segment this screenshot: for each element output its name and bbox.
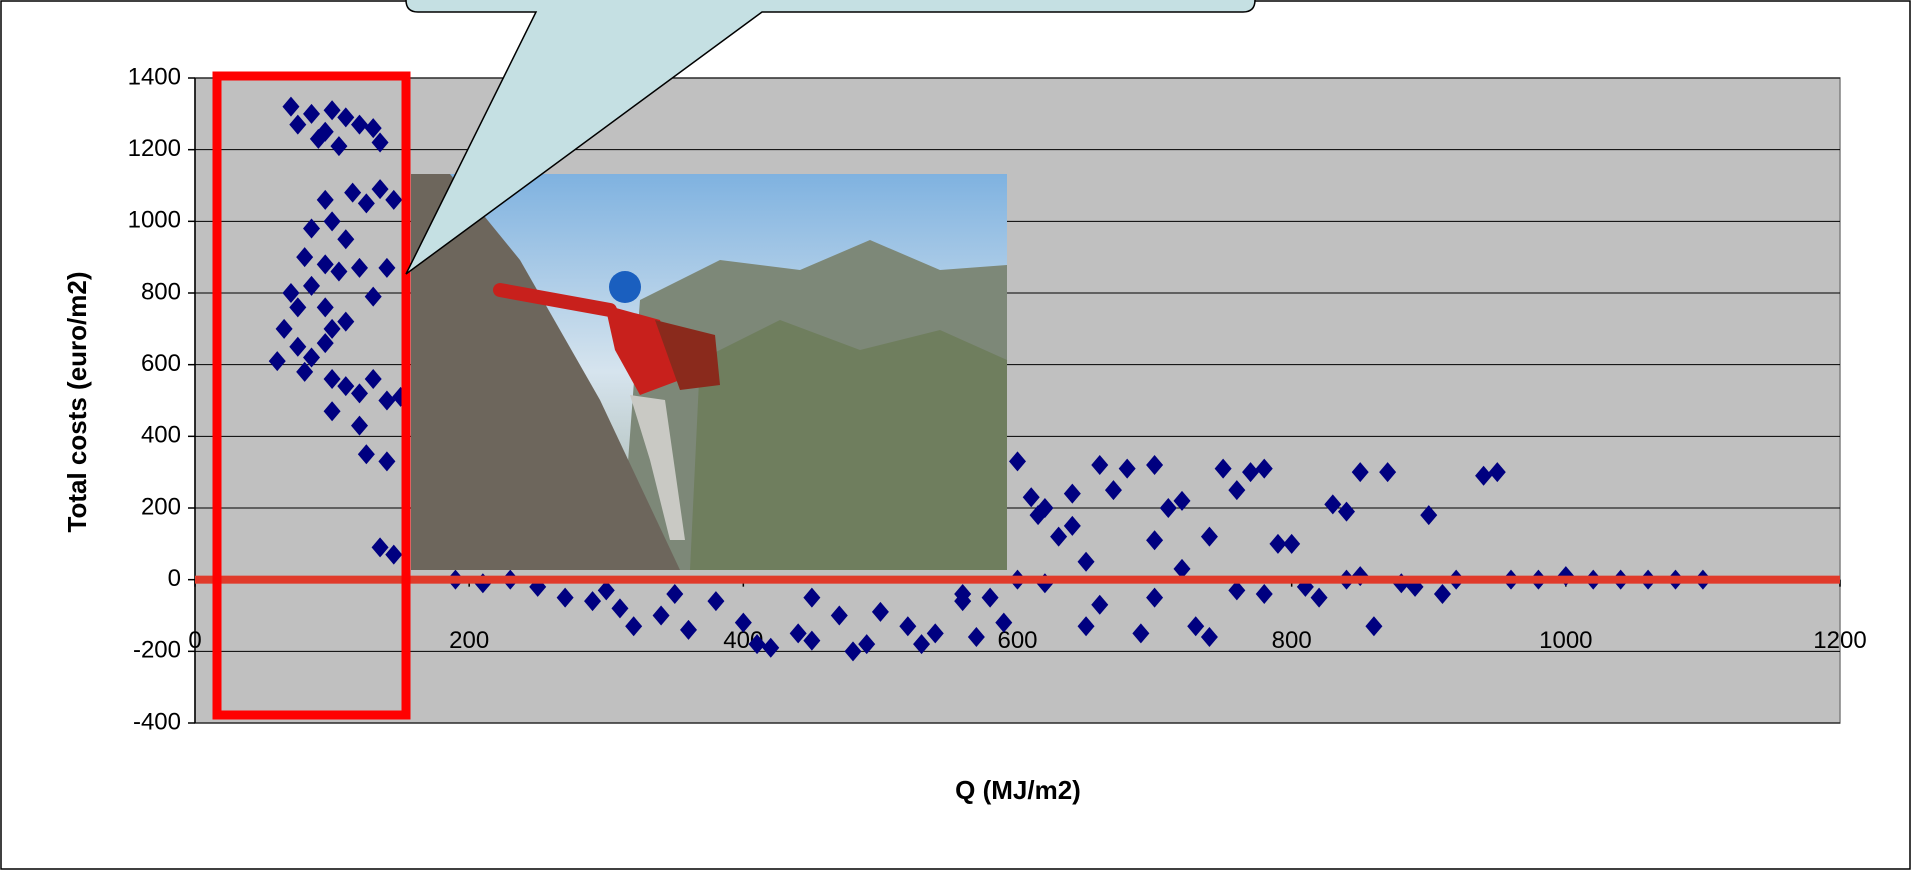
- data-point: [789, 623, 807, 644]
- data-point: [1338, 501, 1355, 522]
- data-point: [899, 616, 917, 637]
- data-point: [1146, 587, 1164, 608]
- data-point: [1310, 587, 1328, 608]
- y-tick-label: 800: [141, 278, 181, 305]
- y-tick-label: 1400: [128, 63, 181, 90]
- data-point: [1173, 558, 1191, 579]
- data-point: [803, 587, 821, 608]
- y-axis-title: Total costs (euro/m2): [62, 271, 92, 532]
- data-point: [1200, 627, 1218, 647]
- y-tick-label: 200: [141, 493, 181, 520]
- data-point: [1255, 458, 1273, 479]
- data-point: [666, 584, 684, 604]
- data-point: [1488, 462, 1506, 483]
- data-point: [1214, 458, 1232, 479]
- data-point: [913, 634, 931, 655]
- data-point: [954, 584, 972, 604]
- data-point: [1173, 490, 1191, 511]
- data-point: [1063, 483, 1081, 504]
- data-point: [597, 580, 615, 601]
- data-point: [1036, 498, 1054, 518]
- y-tick-label: -400: [133, 708, 181, 735]
- data-point: [748, 634, 766, 655]
- data-point: [1029, 505, 1047, 526]
- data-point: [1255, 584, 1273, 604]
- data-point: [1159, 498, 1177, 518]
- data-point: [1365, 616, 1383, 637]
- data-point: [625, 616, 643, 637]
- data-point: [734, 612, 752, 633]
- data-point: [1420, 505, 1438, 526]
- data-point: [1351, 462, 1369, 483]
- data-point: [1187, 616, 1205, 637]
- data-point: [680, 619, 697, 640]
- data-point: [1146, 530, 1164, 551]
- data-point: [1104, 480, 1122, 501]
- data-point: [1200, 526, 1218, 547]
- data-point: [1324, 494, 1342, 515]
- data-point: [1132, 623, 1150, 644]
- data-point: [1475, 465, 1493, 486]
- data-point: [967, 627, 985, 647]
- data-point: [1283, 533, 1301, 554]
- zero-line: [195, 575, 1840, 584]
- data-point: [1228, 480, 1246, 501]
- data-point: [1063, 515, 1081, 536]
- data-point: [707, 591, 725, 612]
- data-point: [1269, 533, 1287, 554]
- data-point: [1050, 526, 1068, 547]
- data-point: [926, 623, 944, 644]
- data-point: [1077, 551, 1095, 572]
- y-tick-label: 1000: [128, 207, 181, 234]
- x-tick-label: 0: [188, 627, 201, 654]
- y-tick-label: 1200: [128, 135, 181, 162]
- data-point: [1077, 616, 1095, 637]
- data-point: [981, 587, 999, 608]
- data-point: [584, 591, 602, 612]
- data-point: [1091, 594, 1109, 615]
- data-point: [1118, 458, 1136, 479]
- data-point: [1379, 462, 1397, 483]
- y-tick-label: 0: [168, 565, 181, 592]
- y-tick-label: 400: [141, 422, 181, 449]
- data-point: [1242, 462, 1260, 483]
- data-point: [830, 605, 848, 626]
- data-point: [1433, 584, 1451, 604]
- data-point: [871, 601, 889, 622]
- data-point: [611, 598, 629, 619]
- data-point: [1022, 487, 1040, 508]
- data-point: [995, 612, 1013, 633]
- data-point: [1146, 455, 1164, 475]
- data-point: [1009, 451, 1026, 472]
- x-tick-label: 1200: [1813, 627, 1866, 654]
- x-tick-label: 1000: [1539, 627, 1592, 654]
- x-axis-title: Q (MJ/m2): [955, 775, 1081, 805]
- data-point: [803, 630, 821, 651]
- data-point: [844, 641, 862, 662]
- data-point: [556, 587, 574, 608]
- y-tick-label: -200: [133, 637, 181, 664]
- x-tick-label: 200: [449, 627, 489, 654]
- y-tick-label: 600: [141, 350, 181, 377]
- data-point: [858, 634, 876, 655]
- x-tick-label: 800: [1272, 627, 1312, 654]
- data-point: [1091, 455, 1109, 475]
- data-point: [652, 605, 670, 626]
- data-point: [762, 637, 780, 658]
- data-point: [1228, 580, 1246, 601]
